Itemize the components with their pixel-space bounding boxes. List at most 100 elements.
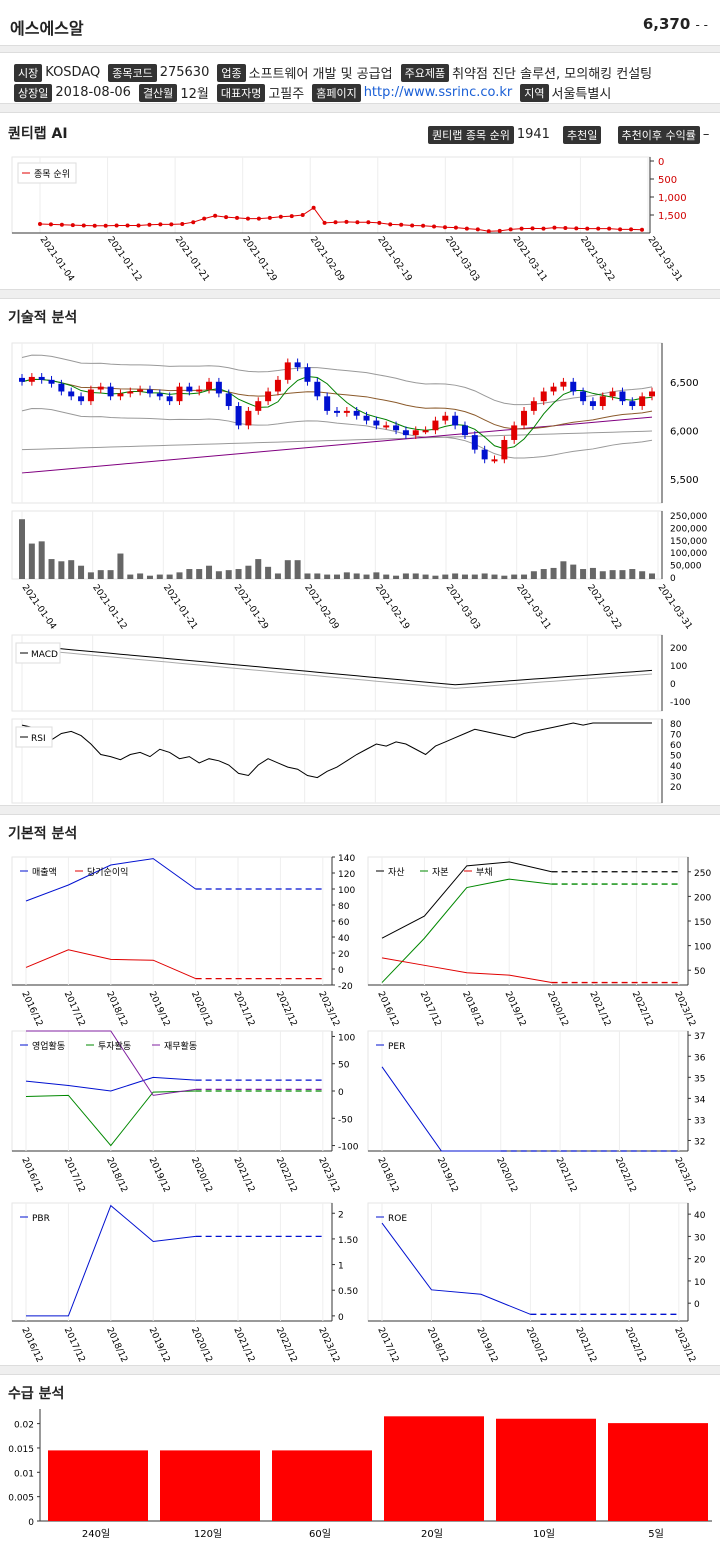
candle-body: [78, 396, 85, 402]
fund-y-tick: 1: [338, 1262, 344, 1272]
date-label: 2021-01-04: [20, 583, 58, 632]
volume-bar: [639, 571, 646, 579]
price-y-tick: 6,500: [670, 378, 699, 389]
rank-value: 1941: [516, 127, 550, 142]
info-label: 주요제품: [400, 63, 450, 82]
fund-x-label: 2020/12: [189, 1326, 214, 1364]
homepage-link[interactable]: http://www.ssrinc.co.kr: [363, 85, 513, 100]
legend-label: 매출액: [32, 866, 57, 878]
candle-body: [284, 362, 291, 380]
volume-bar: [215, 571, 222, 579]
fund-y-tick: 40: [338, 934, 350, 944]
rank-point: [125, 223, 130, 228]
candle-body: [176, 386, 183, 402]
legend-label: PER: [388, 1042, 405, 1052]
volume-bar: [629, 569, 636, 579]
supply-x-label: 20일: [421, 1528, 443, 1540]
candle-body: [521, 410, 528, 426]
volume-y-tick: 0: [670, 574, 676, 584]
rsi-y-tick: 40: [670, 762, 682, 772]
volume-y-tick: 100,000: [670, 549, 707, 559]
volume-bar: [373, 572, 380, 579]
candle-body: [87, 389, 94, 402]
fund-y-tick: 50: [338, 1061, 350, 1071]
candle-body: [196, 389, 203, 392]
rank-point: [410, 223, 415, 228]
volume-bar: [38, 541, 45, 579]
info-label: 홈페이지: [312, 83, 361, 102]
rank-point: [38, 222, 42, 226]
supply-x-label: 60일: [309, 1528, 331, 1540]
date-label: 2021-01-21: [173, 235, 211, 284]
rank-point: [180, 222, 185, 226]
date-label: 2021-02-19: [373, 583, 411, 632]
rank-point: [48, 222, 53, 227]
legend-label: 부채: [476, 867, 493, 878]
fund-x-label: 2023/12: [672, 1156, 697, 1194]
candle-body: [629, 401, 636, 407]
fund-y-tick: 36: [694, 1053, 706, 1063]
supply-x-label: 5일: [648, 1528, 664, 1540]
rank-point: [333, 220, 338, 225]
fund-x-label: 2016/12: [19, 1326, 44, 1364]
candle-body: [609, 391, 616, 397]
plot-area: [11, 856, 333, 986]
rank-point: [607, 226, 612, 231]
rank-point: [136, 223, 141, 228]
legend-label: 당기순이익: [87, 866, 128, 878]
volume-bar: [353, 573, 360, 579]
candle-body: [373, 420, 380, 426]
info-value: KOSDAQ: [45, 65, 101, 80]
info-label: 상장일: [14, 83, 53, 102]
fund-y-tick: 0: [338, 1088, 344, 1098]
plot-area: [367, 1202, 689, 1322]
fund-x-label: 2018/12: [425, 1326, 450, 1364]
volume-bar: [176, 572, 183, 579]
volume-bar: [28, 543, 35, 579]
fund-x-label: 2020/12: [494, 1156, 519, 1194]
macd-y-tick: 100: [670, 662, 687, 672]
candle-body: [58, 383, 65, 392]
macd-y-tick: 0: [670, 680, 676, 690]
volume-bar: [383, 574, 390, 579]
candle-body: [363, 415, 370, 421]
volume-bar: [294, 560, 301, 579]
fund-x-label: 2021/12: [231, 1326, 256, 1364]
rank-point: [147, 222, 152, 227]
volume-bar: [521, 574, 528, 579]
fund-x-label: 2018/12: [375, 1156, 400, 1194]
legend-label: RSI: [31, 734, 46, 744]
legend-label: 자본: [432, 867, 449, 878]
technical-card: 기술적 분석 6,500 6,000 5,500 250,000 200,000 150,…: [0, 298, 720, 806]
info-card: 시장 KOSDAQ 종목코드 275630 업종 소프트웨어 개발 및 공급업 주요제품 취약…: [0, 52, 720, 104]
fund-x-label: 2018/12: [460, 990, 485, 1028]
volume-bar: [206, 565, 213, 579]
rsi-y-tick: 50: [670, 752, 682, 762]
fund-y-tick: 0: [338, 1313, 344, 1323]
fund-x-label: 2016/12: [19, 990, 44, 1028]
candle-body: [412, 430, 419, 436]
macd-line: [21, 644, 653, 686]
volume-bar: [580, 569, 587, 579]
volume-bar: [334, 574, 340, 579]
rank-point: [256, 216, 261, 221]
candle-body: [589, 401, 596, 407]
candle-body: [471, 435, 478, 450]
rank-point: [103, 223, 108, 228]
fund-x-label: 2021/12: [553, 1156, 578, 1194]
candle-body: [146, 389, 153, 394]
volume-bar: [432, 575, 439, 579]
fund-line: [26, 1204, 196, 1317]
fund-x-label: 2021/12: [231, 1156, 256, 1194]
fund-x-label: 2023/12: [316, 1156, 341, 1194]
fund-x-label: 2018/12: [104, 1156, 129, 1194]
plot-area: [367, 1030, 689, 1152]
plot-area: [11, 1202, 333, 1322]
candle-body: [639, 396, 646, 407]
ret-value: –: [702, 127, 710, 142]
volume-bar: [186, 569, 193, 579]
ret-label: 추천이후 수익률: [617, 125, 700, 144]
fund-y-tick: 1.50: [338, 1236, 358, 1246]
volume-bar: [491, 574, 498, 579]
candle-body: [38, 376, 45, 380]
